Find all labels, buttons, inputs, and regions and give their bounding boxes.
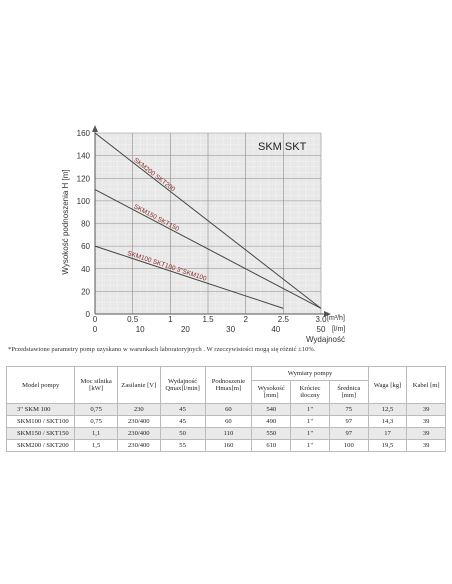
cell-krociec: 1" xyxy=(290,427,330,440)
cell-wysokosc: 550 xyxy=(251,427,292,440)
header-wydajnosc: Wydajność Qmax[l/min] xyxy=(159,366,206,404)
table-row: 3" SKM 100 0,75 230 45 60 540 1" 75 12,5… xyxy=(5,403,446,416)
cell-kabel: 39 xyxy=(406,415,446,428)
header-srednica: Średnica [mm] xyxy=(328,380,369,404)
cell-zasilanie: 230 xyxy=(116,403,161,416)
cell-srednica: 97 xyxy=(328,415,369,428)
x-tick-labels-primary: 0 0.5 1 1.5 2 2.5 3.0 xyxy=(93,315,327,324)
series-lines xyxy=(94,132,322,309)
table-row: SKM100 / SKT100 0,75 230/400 45 60 490 1… xyxy=(5,415,446,428)
cell-waga: 19,5 xyxy=(367,439,408,452)
pump-curve-chart: 0 20 40 60 80 100 120 140 160 0 0.5 1 1.5 2 2.5 3.0 0 1… xyxy=(61,125,345,344)
x-tick-label-primary: 2.5 xyxy=(278,315,290,324)
y-axis-label: Wysokość podnoszenia H [m] xyxy=(61,169,70,274)
x-axis-label: Wydajność xyxy=(306,335,345,344)
y-tick-labels: 0 20 40 60 80 100 120 140 160 xyxy=(77,129,91,319)
header-waga: Waga [kg] xyxy=(367,366,408,404)
cell-moc: 0,75 xyxy=(74,415,118,428)
cell-srednica: 100 xyxy=(328,439,369,452)
cell-zasilanie: 230/400 xyxy=(116,427,161,440)
x-tick-label-secondary: 0 xyxy=(93,325,98,334)
cell-podnoszenie: 60 xyxy=(204,415,253,428)
x-tick-label-primary: 0.5 xyxy=(127,315,139,324)
x-unit-secondary: [l/m] xyxy=(332,326,345,333)
chart-title: SKM SKT xyxy=(258,141,307,153)
cell-krociec: 1" xyxy=(290,403,330,416)
y-tick-label: 120 xyxy=(77,174,91,183)
header-zasilanie: Zasilanie [V] xyxy=(116,366,161,404)
table-row: SKM200 / SKT200 1,5 230/400 55 160 610 1… xyxy=(5,439,446,452)
x-tick-label-primary: 3.0 xyxy=(315,315,327,324)
x-tick-label-primary: 1.5 xyxy=(202,315,214,324)
header-moc: Moc silnika [kW] xyxy=(74,366,118,404)
cell-kabel: 39 xyxy=(406,403,446,416)
y-tick-label: 160 xyxy=(77,129,91,138)
cell-wysokosc: 540 xyxy=(251,403,292,416)
x-unit-primary: [m³/h] xyxy=(327,315,345,322)
x-tick-label-secondary: 40 xyxy=(271,325,280,334)
x-tick-label-secondary: 50 xyxy=(317,325,326,334)
cell-model: SKM100 / SKT100 xyxy=(5,415,76,428)
cell-srednica: 75 xyxy=(328,403,369,416)
cell-wysokosc: 610 xyxy=(251,439,292,452)
cell-wydajnosc: 50 xyxy=(159,427,206,440)
cell-podnoszenie: 110 xyxy=(204,427,253,440)
series-line xyxy=(94,189,322,309)
x-tick-label-secondary: 30 xyxy=(226,325,235,334)
cell-wydajnosc: 45 xyxy=(159,403,206,416)
x-tick-labels-secondary: 0 10 20 30 40 50 xyxy=(93,325,326,334)
cell-podnoszenie: 60 xyxy=(204,403,253,416)
cell-model: SKM200 / SKT200 xyxy=(5,439,76,452)
y-tick-label: 0 xyxy=(86,310,91,319)
series-line xyxy=(94,132,322,309)
cell-srednica: 97 xyxy=(328,427,369,440)
cell-krociec: 1" xyxy=(290,415,330,428)
cell-model: SKM150 / SKT150 xyxy=(5,427,76,440)
y-tick-label: 80 xyxy=(81,220,90,229)
y-tick-label: 20 xyxy=(81,287,90,296)
cell-zasilanie: 230/400 xyxy=(116,439,161,452)
x-tick-label-secondary: 10 xyxy=(136,325,145,334)
header-wymiary: Wymiary pompy xyxy=(251,366,369,381)
cell-moc: 1,5 xyxy=(74,439,118,452)
cell-wydajnosc: 45 xyxy=(159,415,206,428)
x-tick-label-primary: 0 xyxy=(93,315,98,324)
header-model: Model pompy xyxy=(5,366,76,404)
y-tick-label: 60 xyxy=(81,242,90,251)
x-tick-label-primary: 1 xyxy=(168,315,173,324)
y-tick-label: 100 xyxy=(77,197,91,206)
cell-kabel: 39 xyxy=(406,427,446,440)
x-axis-arrow-icon xyxy=(324,311,331,317)
series-line xyxy=(94,245,284,309)
cell-wysokosc: 490 xyxy=(251,415,292,428)
header-kabel: Kabel [m] xyxy=(406,366,446,404)
cell-waga: 12,5 xyxy=(367,403,408,416)
header-podnoszenie: Podnoszenie Hmax[m] xyxy=(204,366,253,404)
cell-kabel: 39 xyxy=(406,439,446,452)
cell-zasilanie: 230/400 xyxy=(116,415,161,428)
x-tick-label-secondary: 20 xyxy=(181,325,190,334)
x-tick-label-primary: 2 xyxy=(243,315,248,324)
header-wysokosc: Wysokość [mm] xyxy=(251,380,292,404)
header-krociec: Króciec tłoczny xyxy=(290,380,330,404)
cell-moc: 1,1 xyxy=(74,427,118,440)
cell-moc: 0,75 xyxy=(74,403,118,416)
cell-podnoszenie: 160 xyxy=(204,439,253,452)
cell-model: 3" SKM 100 xyxy=(5,403,76,416)
cell-wydajnosc: 55 xyxy=(159,439,206,452)
y-tick-label: 140 xyxy=(77,152,91,161)
cell-waga: 17 xyxy=(367,427,408,440)
table-row: SKM150 / SKT150 1,1 230/400 50 110 550 1… xyxy=(5,427,446,440)
y-axis-arrow-icon xyxy=(92,125,98,132)
cell-krociec: 1" xyxy=(290,439,330,452)
footnote: *Przedstawione parametry pomp uzyskano w… xyxy=(8,346,316,353)
y-tick-label: 40 xyxy=(81,265,90,274)
pump-specs-table: Model pompy Moc silnika [kW] Zasilanie [… xyxy=(5,366,446,452)
cell-waga: 14,3 xyxy=(367,415,408,428)
